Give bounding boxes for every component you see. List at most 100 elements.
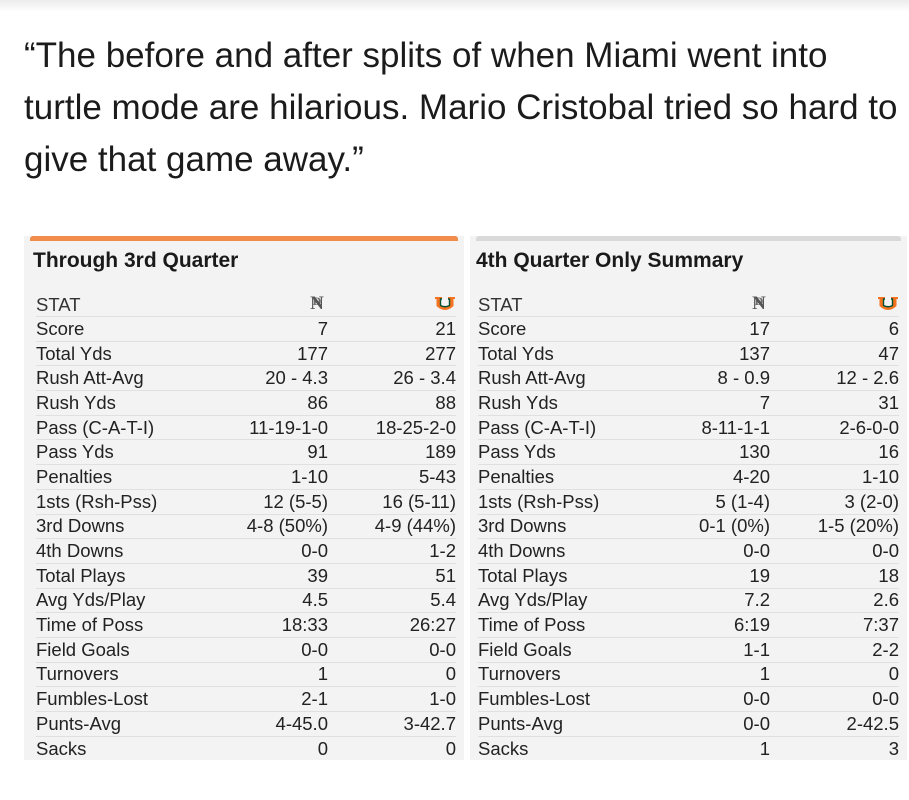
table-row: Avg Yds/Play 4.5 5.4 [36,588,456,613]
stat-label: Avg Yds/Play [36,589,146,611]
miami-value: 0 [888,663,899,685]
notre-dame-value: 20 - 4.3 [265,367,328,389]
stat-label: Total Yds [36,342,112,364]
stat-label: Fumbles-Lost [36,688,149,710]
notre-dame-value: 17 [749,317,770,339]
stat-label: Time of Poss [36,614,144,636]
notre-dame-value: 0-0 [743,540,770,562]
notre-dame-value: 0 [317,737,328,759]
notre-dame-value: 12 (5-5) [263,490,328,512]
table-row: 3rd Downs 4-8 (50%) 4-9 (44%) [36,514,456,539]
stat-label: Sacks [478,737,529,759]
table-row: Score 7 21 [36,316,456,342]
miami-value: 5-43 [418,465,456,487]
miami-value: 1-10 [861,465,899,487]
stat-label: Score [36,317,85,339]
stat-label: 3rd Downs [478,515,567,537]
notre-dame-value: 0-0 [743,712,770,734]
stat-label: Total Plays [478,564,568,586]
notre-dame-value: 0-0 [301,638,328,660]
notre-dame-value: 7 [759,391,770,413]
miami-value: 31 [878,391,899,413]
notre-dame-value: 130 [739,441,770,463]
miami-value: 47 [878,342,899,364]
miami-value: 26:27 [409,614,456,636]
table-row: Sacks 1 3 [478,736,899,760]
notre-dame-value: 177 [297,342,328,364]
notre-dame-value: 19 [749,564,770,586]
miami-value: 2.6 [873,589,899,611]
notre-dame-value: 7 [317,317,328,339]
stat-label: Pass Yds [478,441,556,463]
svg-text:D: D [313,294,322,308]
stat-label: Total Plays [36,564,126,586]
table-row: Score 17 6 [478,316,899,342]
table-row: Sacks 0 0 [36,736,456,760]
miami-value: 189 [425,441,456,463]
table-row: Fumbles-Lost 0-0 0-0 [478,686,899,712]
panel-accent-bar [476,236,901,241]
miami-value: 88 [435,391,456,413]
table-row: Pass Yds 130 16 [478,439,899,465]
stats-body-4th-quarter: Score 17 6 Total Yds 137 47 Rush Att-Avg 8 - … [478,316,899,761]
notre-dame-value: 18:33 [281,614,328,636]
table-row: Time of Poss 18:33 26:27 [36,612,456,638]
table-row: 1sts (Rsh-Pss) 12 (5-5) 16 (5-11) [36,489,456,514]
table-row: Total Yds 137 47 [478,341,899,366]
notre-dame-value: 11-19-1-0 [249,416,328,438]
miami-value: 26 - 3.4 [393,367,456,389]
table-row: Fumbles-Lost 2-1 1-0 [36,686,456,712]
miami-value: 2-42.5 [846,712,899,734]
stat-label: Punts-Avg [478,712,564,734]
miami-value: 6 [888,317,899,339]
notre-dame-value: 8 - 0.9 [717,367,770,389]
svg-text:N: N [752,293,766,313]
table-row: Pass (C-A-T-I) 8-11-1-1 2-6-0-0 [478,415,899,440]
table-row: Field Goals 1-1 2-2 [478,637,899,662]
stat-label: Total Yds [478,342,554,364]
stat-label: Turnovers [478,663,561,685]
notre-dame-value: 0-0 [301,540,328,562]
notre-dame-value: 4-45.0 [275,712,328,734]
notre-dame-value: 4-8 (50%) [246,515,328,537]
table-row: Rush Att-Avg 8 - 0.9 12 - 2.6 [478,365,899,391]
miami-value: 0-0 [429,638,456,660]
miami-value: 1-2 [429,540,456,562]
miami-value: 0 [445,737,456,759]
notre-dame-value: 137 [739,342,770,364]
stat-label: 3rd Downs [36,515,125,537]
table-row: Avg Yds/Play 7.2 2.6 [478,588,899,613]
table-row: Rush Att-Avg 20 - 4.3 26 - 3.4 [36,365,456,391]
panel-title: Through 3rd Quarter [33,249,239,272]
stats-body-through-3rd: Score 7 21 Total Yds 177 277 Rush Att-Avg 20 … [36,316,456,761]
panel-title: 4th Quarter Only Summary [476,249,744,272]
miami-value: 4-9 (44%) [374,515,456,537]
miami-value: 12 - 2.6 [836,367,899,389]
miami-value: 5.4 [430,589,456,611]
miami-value: 277 [425,342,456,364]
notre-dame-value: 91 [307,441,328,463]
stat-label: Pass Yds [36,441,114,463]
table-row: Rush Yds 7 31 [478,390,899,416]
miami-value: 0-0 [872,540,899,562]
notre-dame-value: 0-1 (0%) [699,515,770,537]
table-row: Total Yds 177 277 [36,341,456,366]
svg-text:N: N [310,293,324,313]
table-row: Total Plays 19 18 [478,563,899,588]
notre-dame-value: 1 [759,737,770,759]
miami-value: 1-0 [429,688,456,710]
table-row: Penalties 4-20 1-10 [478,464,899,490]
miami-logo-icon [328,290,456,317]
miami-value: 3-42.7 [403,712,456,734]
stat-label: Penalties [36,465,113,487]
table-row: 3rd Downs 0-1 (0%) 1-5 (20%) [478,514,899,539]
stat-label: Sacks [36,737,87,759]
stat-label: Rush Yds [478,391,558,413]
